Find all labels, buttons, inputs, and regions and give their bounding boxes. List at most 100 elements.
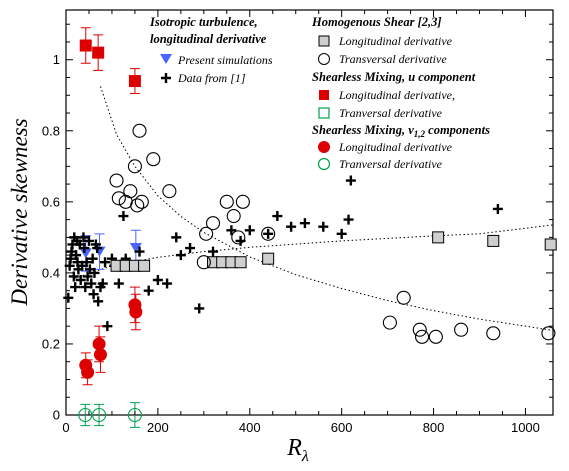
hs_transversal-point xyxy=(541,326,556,341)
legend-smv-title: Shearless Mixing, v1,2 components xyxy=(312,123,490,139)
legend-smu-long-marker xyxy=(319,90,329,100)
legend-ref1-label: Data from [1] xyxy=(177,71,246,85)
data_ref1-point xyxy=(70,282,81,293)
sm_v_longitudinal-point xyxy=(81,365,95,379)
hs_transversal-point xyxy=(382,315,397,330)
data_ref1-point xyxy=(152,275,163,285)
sm_u_longitudinal-point xyxy=(79,39,92,52)
hs_transversal-point xyxy=(412,322,427,337)
hs_transversal-point xyxy=(226,209,241,224)
legend-present-marker xyxy=(160,54,172,64)
sm_v_longitudinal-point xyxy=(92,337,106,351)
legend-smu-trans-marker xyxy=(318,107,330,119)
data_ref1-point xyxy=(244,225,255,236)
present_sim-point xyxy=(79,248,92,259)
data_ref1-point xyxy=(162,278,173,289)
legend-smu-long-label: Longitudinal derivative, xyxy=(338,88,455,102)
y-tick-label: 0 xyxy=(53,408,60,423)
data_ref1-point xyxy=(118,211,129,222)
hs_transversal-point xyxy=(219,194,234,209)
hs_transversal-point xyxy=(205,216,221,231)
sm_v_longitudinal-point xyxy=(93,348,107,362)
hs_transversal-point xyxy=(134,194,149,209)
data_ref1-point xyxy=(345,175,356,186)
data_ref1-point xyxy=(143,285,154,296)
legend-iso-title-2: longitudinal derivative xyxy=(150,32,267,46)
sm_u_longitudinal-point xyxy=(128,75,141,88)
data_ref1-point xyxy=(263,228,274,239)
data_ref1-point xyxy=(492,203,503,214)
hs_transversal-point xyxy=(123,184,138,199)
data_ref1-point xyxy=(87,253,98,264)
hs_longitudinal-point xyxy=(487,234,500,247)
hs_transversal-point xyxy=(231,230,246,245)
hs_transversal-point xyxy=(415,329,430,344)
x-axis-label-main: R xyxy=(286,435,302,461)
axis-ticks: 0 200 400 600 800 1000 0 0.2 0.4 0.6 0.8 1 xyxy=(42,10,553,435)
data_ref1-point xyxy=(83,235,94,246)
data_ref1-point xyxy=(93,296,104,307)
legend-hs-title: Homogenous Shear [2,3] xyxy=(311,15,442,29)
data_ref1-point xyxy=(75,275,86,285)
y-tick-label: 0.2 xyxy=(42,336,60,351)
legend-smv-title-sub: 1,2 xyxy=(414,129,426,139)
hs_longitudinal-point xyxy=(234,256,247,269)
hs_longitudinal-point xyxy=(262,252,275,265)
x-tick-label: 400 xyxy=(239,420,261,435)
legend-smv-title-b: components xyxy=(425,123,490,137)
y-axis-label: Derivative skewness xyxy=(7,118,32,306)
data_ref1-point xyxy=(100,257,111,268)
hs_transversal-point xyxy=(199,226,214,241)
data_ref1-point xyxy=(208,246,219,257)
sm_v_transversal-point xyxy=(92,407,107,423)
data-points xyxy=(63,27,557,428)
legend-present-label: Present simulations xyxy=(177,53,273,67)
legend-smv-long-marker xyxy=(318,141,330,153)
y-tick-label: 0.4 xyxy=(42,265,60,280)
legend-hs-long-marker xyxy=(318,35,330,47)
data_ref1-point xyxy=(343,214,354,225)
data_ref1-point xyxy=(89,267,100,278)
data_ref1-point xyxy=(318,221,329,232)
x-axis-label: Rλ xyxy=(286,435,309,465)
y-tick-label: 1 xyxy=(53,52,60,67)
x-tick-label: 200 xyxy=(147,420,169,435)
y-tick-label: 0.8 xyxy=(42,123,60,138)
data_ref1-point xyxy=(185,243,196,254)
data_ref1-point xyxy=(80,282,91,293)
data_ref1-point xyxy=(113,278,124,289)
data_ref1-point xyxy=(63,292,74,303)
hs_longitudinal-point xyxy=(138,259,151,272)
data_ref1-point xyxy=(79,243,90,254)
fit-curves xyxy=(75,86,554,331)
hs_transversal-point xyxy=(146,152,161,167)
legend: Isotropic turbulence, longitudinal deriv… xyxy=(149,15,490,171)
legend-smv-long-label: Longitudinal derivative xyxy=(338,140,453,154)
legend-hs-long-label: Longitudinal derivative xyxy=(338,34,453,48)
hs_transversal-point xyxy=(111,191,126,206)
data_ref1-point xyxy=(82,271,93,282)
data_ref1-point xyxy=(226,225,237,236)
hs_transversal-point xyxy=(454,322,469,337)
legend-iso-title: Isotropic turbulence, xyxy=(149,15,258,29)
data_ref1-point xyxy=(97,278,108,289)
data_ref1-point xyxy=(86,278,97,289)
legend-ref1-marker xyxy=(161,73,171,83)
legend-smu-trans-label: Tranversal derivative xyxy=(339,106,443,120)
hs_transversal-point xyxy=(132,123,147,138)
data_ref1-point xyxy=(194,303,205,314)
sm_v_transversal-point xyxy=(127,407,142,423)
x-tick-label: 0 xyxy=(62,420,69,435)
legend-smv-title-a: Shearless Mixing, v xyxy=(312,123,414,137)
hs_transversal-point xyxy=(196,255,211,270)
fit-curve xyxy=(75,224,554,279)
data_ref1-point xyxy=(175,250,186,261)
data_ref1-point xyxy=(134,246,145,257)
data_ref1-point xyxy=(272,211,283,222)
legend-smv-trans-marker xyxy=(317,157,331,171)
x-axis-label-sub: λ xyxy=(301,448,309,465)
data_ref1-point xyxy=(81,257,92,268)
x-tick-label: 800 xyxy=(423,420,445,435)
hs_transversal-point xyxy=(235,194,250,209)
